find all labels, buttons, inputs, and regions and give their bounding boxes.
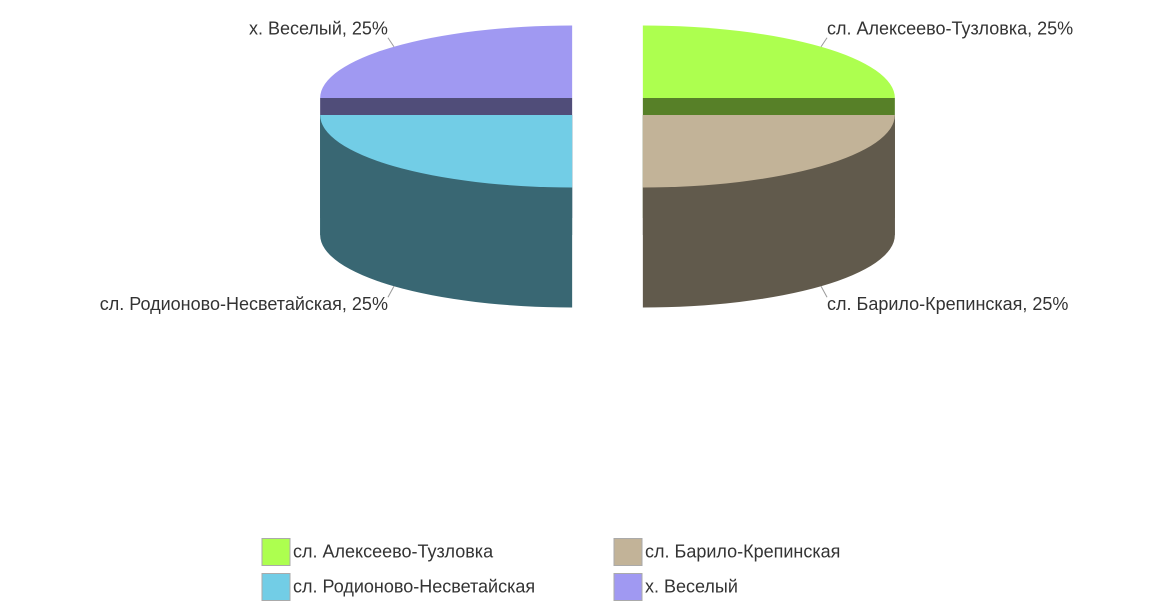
pie-slice: [642, 114, 895, 308]
slice-wall: [320, 114, 573, 308]
label-leader: [820, 286, 828, 298]
data-label: сл. Алексеево-Тузловка, 25%: [827, 18, 1073, 38]
pie-slice: [320, 114, 573, 308]
data-label: сл. Барило-Крепинская, 25%: [827, 294, 1068, 314]
legend-label: сл. Барило-Крепинская: [645, 541, 840, 561]
label-leader: [387, 286, 395, 298]
label-leader: [820, 37, 828, 48]
legend-swatch: [613, 538, 643, 566]
data-label: сл. Родионово-Несветайская, 25%: [100, 294, 388, 314]
slice-top: [642, 25, 895, 99]
legend-swatch: [613, 573, 643, 601]
legend-label: сл. Родионово-Несветайская: [293, 576, 535, 596]
label-leader: [387, 37, 395, 48]
legend-label: сл. Алексеево-Тузловка: [293, 541, 494, 561]
slice-top: [642, 114, 895, 188]
legend-swatch: [261, 538, 291, 566]
legend-swatch: [261, 573, 291, 601]
slice-wall: [642, 114, 895, 308]
slice-top: [320, 25, 573, 99]
legend-label: х. Веселый: [645, 576, 738, 596]
data-label: х. Веселый, 25%: [249, 18, 388, 38]
slice-top: [320, 114, 573, 188]
